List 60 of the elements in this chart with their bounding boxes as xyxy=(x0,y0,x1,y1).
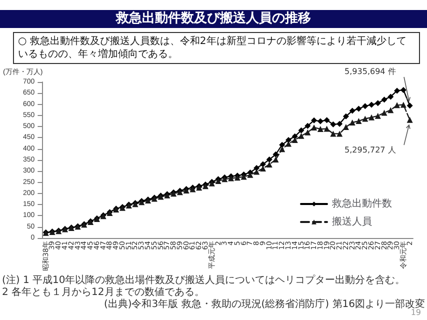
point xyxy=(388,107,394,114)
point xyxy=(374,112,381,119)
text: (出典)令和3年版 救急・救助の現況(総務省消防庁) 第16図より一部改変 xyxy=(102,299,425,310)
point xyxy=(292,136,298,143)
point xyxy=(260,161,266,168)
point xyxy=(342,124,349,130)
point xyxy=(317,118,324,124)
point xyxy=(356,106,362,112)
chart-subtitle: ○ 救急出動件数及び搬送人員数は、令和2年は新型コロナの影響等により若干減少しているものの、年々増加傾向である。 xyxy=(13,32,420,64)
point xyxy=(285,140,292,147)
point xyxy=(260,165,266,172)
point xyxy=(279,142,286,148)
point xyxy=(368,114,374,120)
point xyxy=(304,122,311,129)
point xyxy=(368,102,374,108)
point xyxy=(304,129,311,136)
point xyxy=(388,94,394,100)
point xyxy=(381,110,388,116)
text: (注) 1 平成10年以降の救急出場件数及び搬送人員についてはヘリコプター出動分を含む。 xyxy=(2,275,406,287)
legend-label: 救急出動件数 xyxy=(331,198,392,210)
point xyxy=(330,121,336,128)
point xyxy=(406,116,413,123)
point xyxy=(311,117,318,124)
point xyxy=(317,126,324,132)
point xyxy=(266,161,272,168)
point xyxy=(381,96,388,103)
point xyxy=(362,116,368,122)
point xyxy=(272,156,279,163)
point xyxy=(362,103,368,110)
point xyxy=(311,124,318,130)
point xyxy=(356,118,362,124)
point xyxy=(285,136,292,143)
chart-title: 救急出動件数及び搬送人員の推移 xyxy=(0,10,427,28)
point xyxy=(406,102,413,109)
text: 2 各年とも１月から12月までの数値である。 xyxy=(2,287,206,298)
point xyxy=(272,151,279,158)
point xyxy=(240,174,247,180)
point xyxy=(336,120,343,127)
point xyxy=(394,102,400,108)
text: 19 xyxy=(410,308,421,317)
point xyxy=(394,88,400,94)
point xyxy=(330,130,336,137)
text: 5,935,694 件 xyxy=(344,67,396,76)
point xyxy=(298,127,304,134)
point xyxy=(279,146,286,152)
point xyxy=(324,117,330,124)
point xyxy=(349,108,356,114)
point xyxy=(324,126,330,132)
point xyxy=(247,172,254,178)
point xyxy=(336,130,343,137)
point xyxy=(349,120,356,126)
point xyxy=(400,87,406,94)
annotation: 5,295,727 人 xyxy=(344,145,396,154)
point xyxy=(298,132,304,139)
point xyxy=(266,156,272,163)
point xyxy=(342,113,349,120)
point xyxy=(254,168,260,175)
point xyxy=(374,100,381,106)
point xyxy=(400,102,406,108)
legend-label: 搬送人員 xyxy=(332,216,372,228)
